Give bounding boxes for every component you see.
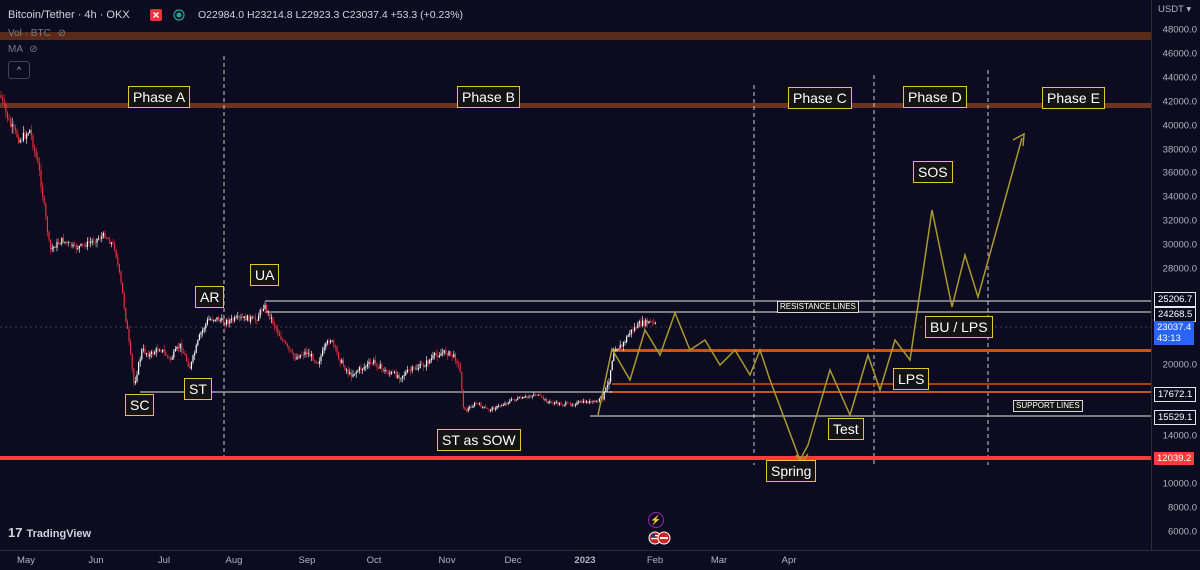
time-tick: Oct <box>366 555 382 566</box>
price-tick: 38000.0 <box>1162 144 1197 155</box>
resistance-top-price-tag: 25206.7 <box>1154 292 1197 307</box>
phase-b-label: Phase B <box>457 86 520 108</box>
price-tick: 14000.0 <box>1162 430 1197 442</box>
test-label: Test <box>828 418 864 440</box>
low-red-price-tag: 12039.2 <box>1154 452 1195 465</box>
market-status-icon[interactable] <box>173 9 185 21</box>
red-line-low <box>0 456 1151 460</box>
ar-label: AR <box>195 286 225 308</box>
time-tick: 2023 <box>574 555 596 566</box>
economic-events-flags-icon[interactable] <box>648 531 678 545</box>
sos-label: SOS <box>913 161 953 183</box>
tradingview-logo-text: TradingView <box>26 528 92 540</box>
collapse-indicators-button[interactable]: ^ <box>8 61 30 79</box>
time-tick: Mar <box>710 555 728 566</box>
price-tick: 32000.0 <box>1162 215 1197 227</box>
time-tick: Sep <box>298 555 316 566</box>
phase-e-label: Phase E <box>1042 87 1105 109</box>
st-label: ST <box>184 378 212 400</box>
ohlc-values: O22984.0 H23214.8 L22923.3 C23037.4 +53.… <box>198 9 464 21</box>
candle-countdown: 43:13 <box>1157 333 1181 344</box>
chevron-down-icon: ▾ <box>1186 4 1192 15</box>
time-tick: Apr <box>781 555 797 566</box>
current-price-value: 23037.4 <box>1157 322 1192 333</box>
resistance-bottom-price-tag: 24268.5 <box>1154 307 1197 322</box>
ma-indicator-label[interactable]: MA ⊘ <box>8 44 38 55</box>
price-tick: 10000.0 <box>1162 478 1197 490</box>
price-tick: 46000.0 <box>1162 48 1197 60</box>
currency-selector[interactable]: USDT ▾ <box>1158 4 1191 15</box>
support-lines-label: SUPPORT LINES <box>1013 400 1083 412</box>
volume-label: Vol · BTC <box>8 28 51 39</box>
ma-label: MA <box>8 44 23 55</box>
volume-indicator-label[interactable]: Vol · BTC ⊘ <box>8 28 66 39</box>
orange-line-resistance <box>612 349 1151 352</box>
price-candles <box>0 90 656 413</box>
ua-label: UA <box>250 264 280 286</box>
chart-canvas[interactable] <box>0 0 1151 550</box>
lps-label: LPS <box>893 368 930 390</box>
resistance-lines-label: RESISTANCE LINES <box>777 301 859 313</box>
tradingview-logo[interactable]: 17 TradingView <box>8 525 91 540</box>
time-tick: Dec <box>504 555 522 566</box>
projection-path <box>597 137 1023 462</box>
price-tick: 44000.0 <box>1162 72 1197 84</box>
projection-arrowhead <box>1012 132 1025 147</box>
price-tick: 36000.0 <box>1162 167 1197 179</box>
brown-band-top <box>0 32 1151 40</box>
time-axis[interactable]: May Jun Jul Aug Sep Oct Nov Dec 2023 Feb Mar Apr <box>0 550 1200 570</box>
time-tick: Aug <box>225 555 243 566</box>
time-tick: Jul <box>157 555 171 566</box>
current-price-tag: 23037.4 43:13 <box>1154 321 1195 345</box>
phase-d-label: Phase D <box>903 86 967 108</box>
time-tick: Jun <box>88 555 104 566</box>
time-tick: Feb <box>646 555 664 566</box>
symbol-title[interactable]: Bitcoin/Tether · 4h · OKX <box>8 9 130 21</box>
close-icon[interactable] <box>150 9 162 21</box>
price-tick: 42000.0 <box>1162 96 1197 108</box>
sc-label: SC <box>125 394 155 416</box>
price-axis[interactable]: USDT ▾ 48000.0 46000.0 44000.0 42000.0 40000… <box>1151 0 1200 550</box>
price-tick: 34000.0 <box>1162 191 1197 203</box>
bu-lps-label: BU / LPS <box>925 316 993 338</box>
chart-area[interactable]: Bitcoin/Tether · 4h · OKX O22984.0 H2321… <box>0 0 1151 550</box>
st-as-sow-label: ST as SOW <box>437 429 521 451</box>
brown-line-phase <box>0 103 1151 108</box>
price-tick: 30000.0 <box>1162 239 1197 251</box>
eye-off-icon[interactable]: ⊘ <box>29 44 38 55</box>
tradingview-mark-icon: 17 <box>8 525 23 540</box>
price-tick: 20000.0 <box>1162 359 1197 371</box>
phase-c-label: Phase C <box>788 87 852 109</box>
eye-off-icon[interactable]: ⊘ <box>57 28 66 39</box>
price-tick: 8000.0 <box>1167 502 1197 514</box>
price-tick: 48000.0 <box>1162 24 1197 36</box>
time-tick: Nov <box>438 555 456 566</box>
price-tick: 6000.0 <box>1167 526 1197 538</box>
phase-a-label: Phase A <box>128 86 191 108</box>
price-tick: 28000.0 <box>1162 263 1197 275</box>
support-top-price-tag: 17672.1 <box>1154 387 1197 402</box>
support-bottom-price-tag: 15529.1 <box>1154 410 1197 425</box>
time-tick: May <box>17 555 35 566</box>
lightning-event-icon[interactable]: ⚡ <box>648 512 664 528</box>
spring-label: Spring <box>766 460 817 482</box>
currency-label: USDT <box>1158 4 1184 15</box>
price-tick: 40000.0 <box>1162 120 1197 132</box>
